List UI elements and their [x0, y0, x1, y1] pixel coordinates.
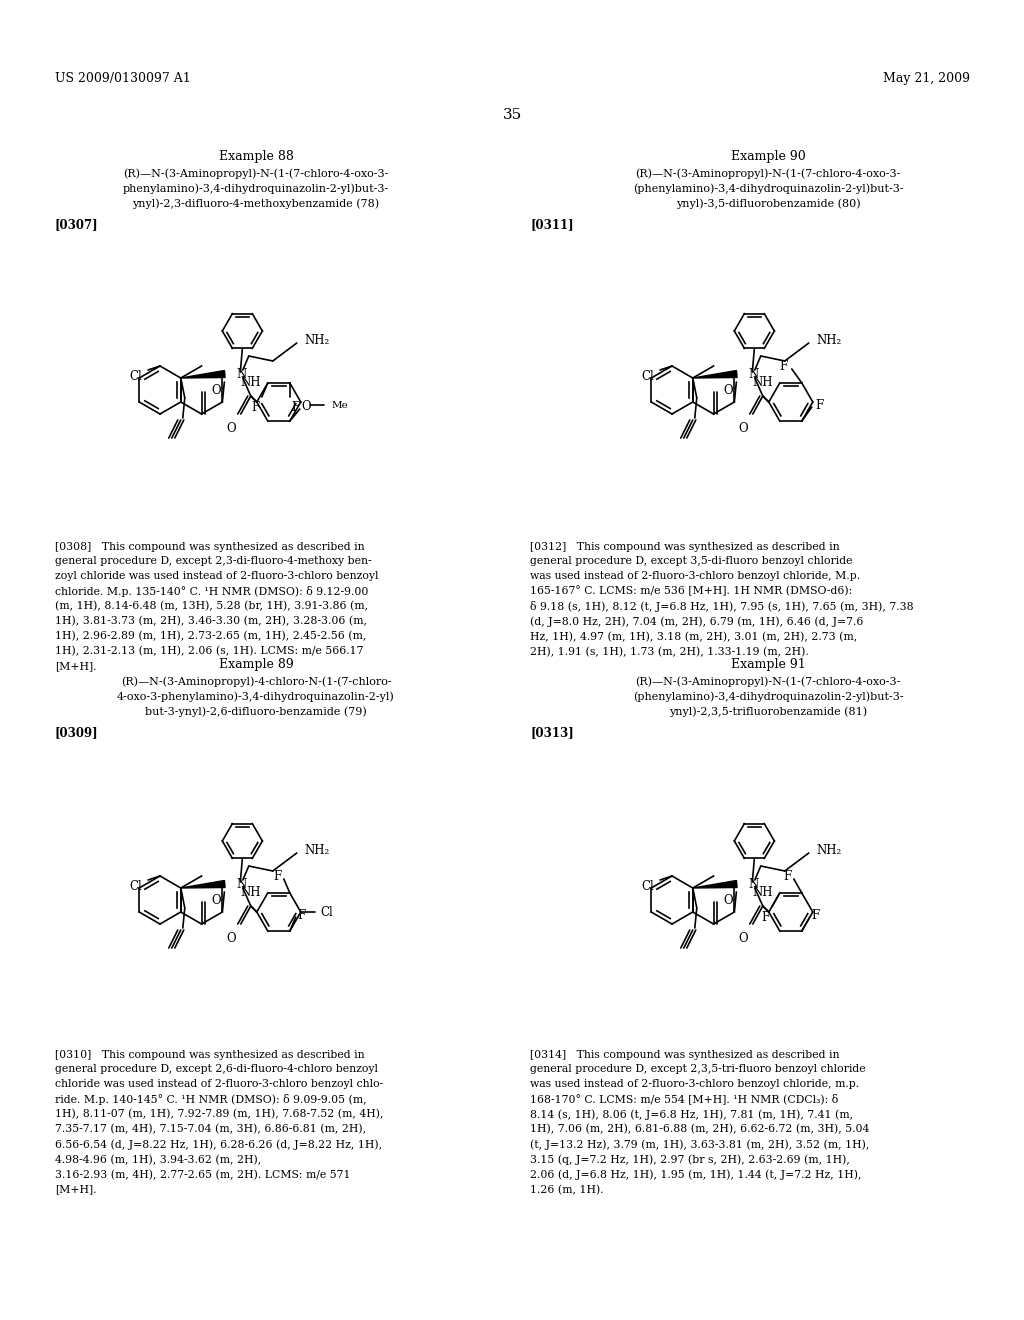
Text: F: F	[783, 870, 792, 883]
Text: (R)—N-(3-Aminopropyl)-N-(1-(7-chloro-4-oxo-3-: (R)—N-(3-Aminopropyl)-N-(1-(7-chloro-4-o…	[635, 168, 901, 178]
Text: F: F	[812, 908, 820, 921]
Text: N: N	[237, 878, 247, 891]
Text: [0312]   This compound was synthesized as described in
general procedure D, exce: [0312] This compound was synthesized as …	[530, 543, 913, 657]
Text: N: N	[749, 878, 759, 891]
Text: O: O	[724, 384, 733, 396]
Text: O: O	[724, 894, 733, 907]
Text: F: F	[816, 399, 824, 412]
Text: Cl: Cl	[642, 371, 654, 384]
Text: NH₂: NH₂	[817, 334, 842, 347]
Text: Cl: Cl	[130, 880, 142, 894]
Text: phenylamino)-3,4-dihydroquinazolin-2-yl)but-3-: phenylamino)-3,4-dihydroquinazolin-2-yl)…	[123, 183, 389, 194]
Polygon shape	[181, 880, 225, 888]
Text: NH: NH	[753, 375, 773, 388]
Text: ynyl)-2,3-difluoro-4-methoxybenzamide (78): ynyl)-2,3-difluoro-4-methoxybenzamide (7…	[132, 198, 380, 209]
Text: F: F	[273, 870, 282, 883]
Text: O: O	[738, 422, 748, 436]
Text: NH₂: NH₂	[305, 845, 330, 858]
Text: [0310]   This compound was synthesized as described in
general procedure D, exce: [0310] This compound was synthesized as …	[55, 1049, 384, 1195]
Text: Example 88: Example 88	[218, 150, 294, 162]
Text: (phenylamino)-3,4-dihydroquinazolin-2-yl)but-3-: (phenylamino)-3,4-dihydroquinazolin-2-yl…	[633, 183, 903, 194]
Polygon shape	[693, 880, 737, 888]
Text: Example 89: Example 89	[219, 657, 293, 671]
Text: O: O	[302, 400, 311, 413]
Text: ynyl)-3,5-difluorobenzamide (80): ynyl)-3,5-difluorobenzamide (80)	[676, 198, 860, 209]
Text: [0307]: [0307]	[55, 218, 98, 231]
Text: F: F	[762, 911, 770, 924]
Text: O: O	[212, 384, 221, 396]
Text: N: N	[237, 367, 247, 380]
Text: but-3-ynyl)-2,6-difluoro-benzamide (79): but-3-ynyl)-2,6-difluoro-benzamide (79)	[145, 706, 367, 717]
Text: F: F	[292, 401, 300, 414]
Text: Cl: Cl	[321, 906, 334, 919]
Text: Me: Me	[332, 400, 348, 409]
Polygon shape	[693, 371, 737, 378]
Text: ynyl)-2,3,5-trifluorobenzamide (81): ynyl)-2,3,5-trifluorobenzamide (81)	[669, 706, 867, 717]
Text: [0308]   This compound was synthesized as described in
general procedure D, exce: [0308] This compound was synthesized as …	[55, 543, 379, 671]
Polygon shape	[181, 371, 225, 378]
Text: Example 91: Example 91	[731, 657, 805, 671]
Text: F: F	[252, 401, 260, 414]
Text: O: O	[226, 932, 236, 945]
Text: N: N	[749, 367, 759, 380]
Text: (R)—N-(3-Aminopropyl)-N-(1-(7-chloro-4-oxo-3-: (R)—N-(3-Aminopropyl)-N-(1-(7-chloro-4-o…	[635, 676, 901, 686]
Text: Example 90: Example 90	[731, 150, 805, 162]
Text: NH₂: NH₂	[305, 334, 330, 347]
Text: [0309]: [0309]	[55, 726, 98, 739]
Text: May 21, 2009: May 21, 2009	[883, 73, 970, 84]
Text: 4-oxo-3-phenylamino)-3,4-dihydroquinazolin-2-yl): 4-oxo-3-phenylamino)-3,4-dihydroquinazol…	[117, 690, 395, 701]
Text: NH: NH	[241, 375, 261, 388]
Text: O: O	[212, 894, 221, 907]
Text: NH: NH	[241, 886, 261, 899]
Text: US 2009/0130097 A1: US 2009/0130097 A1	[55, 73, 190, 84]
Text: O: O	[226, 422, 236, 436]
Text: [0311]: [0311]	[530, 218, 573, 231]
Text: Cl: Cl	[130, 371, 142, 384]
Text: [0313]: [0313]	[530, 726, 573, 739]
Text: Cl: Cl	[642, 880, 654, 894]
Text: NH₂: NH₂	[817, 845, 842, 858]
Text: (R)—N-(3-Aminopropyl)-N-(1-(7-chloro-4-oxo-3-: (R)—N-(3-Aminopropyl)-N-(1-(7-chloro-4-o…	[123, 168, 389, 178]
Text: O: O	[738, 932, 748, 945]
Text: F: F	[779, 360, 787, 374]
Text: [0314]   This compound was synthesized as described in
general procedure D, exce: [0314] This compound was synthesized as …	[530, 1049, 869, 1196]
Text: F: F	[298, 908, 306, 921]
Text: (R)—N-(3-Aminopropyl)-4-chloro-N-(1-(7-chloro-: (R)—N-(3-Aminopropyl)-4-chloro-N-(1-(7-c…	[121, 676, 391, 686]
Text: (phenylamino)-3,4-dihydroquinazolin-2-yl)but-3-: (phenylamino)-3,4-dihydroquinazolin-2-yl…	[633, 690, 903, 701]
Text: 35: 35	[503, 108, 521, 121]
Text: NH: NH	[753, 886, 773, 899]
